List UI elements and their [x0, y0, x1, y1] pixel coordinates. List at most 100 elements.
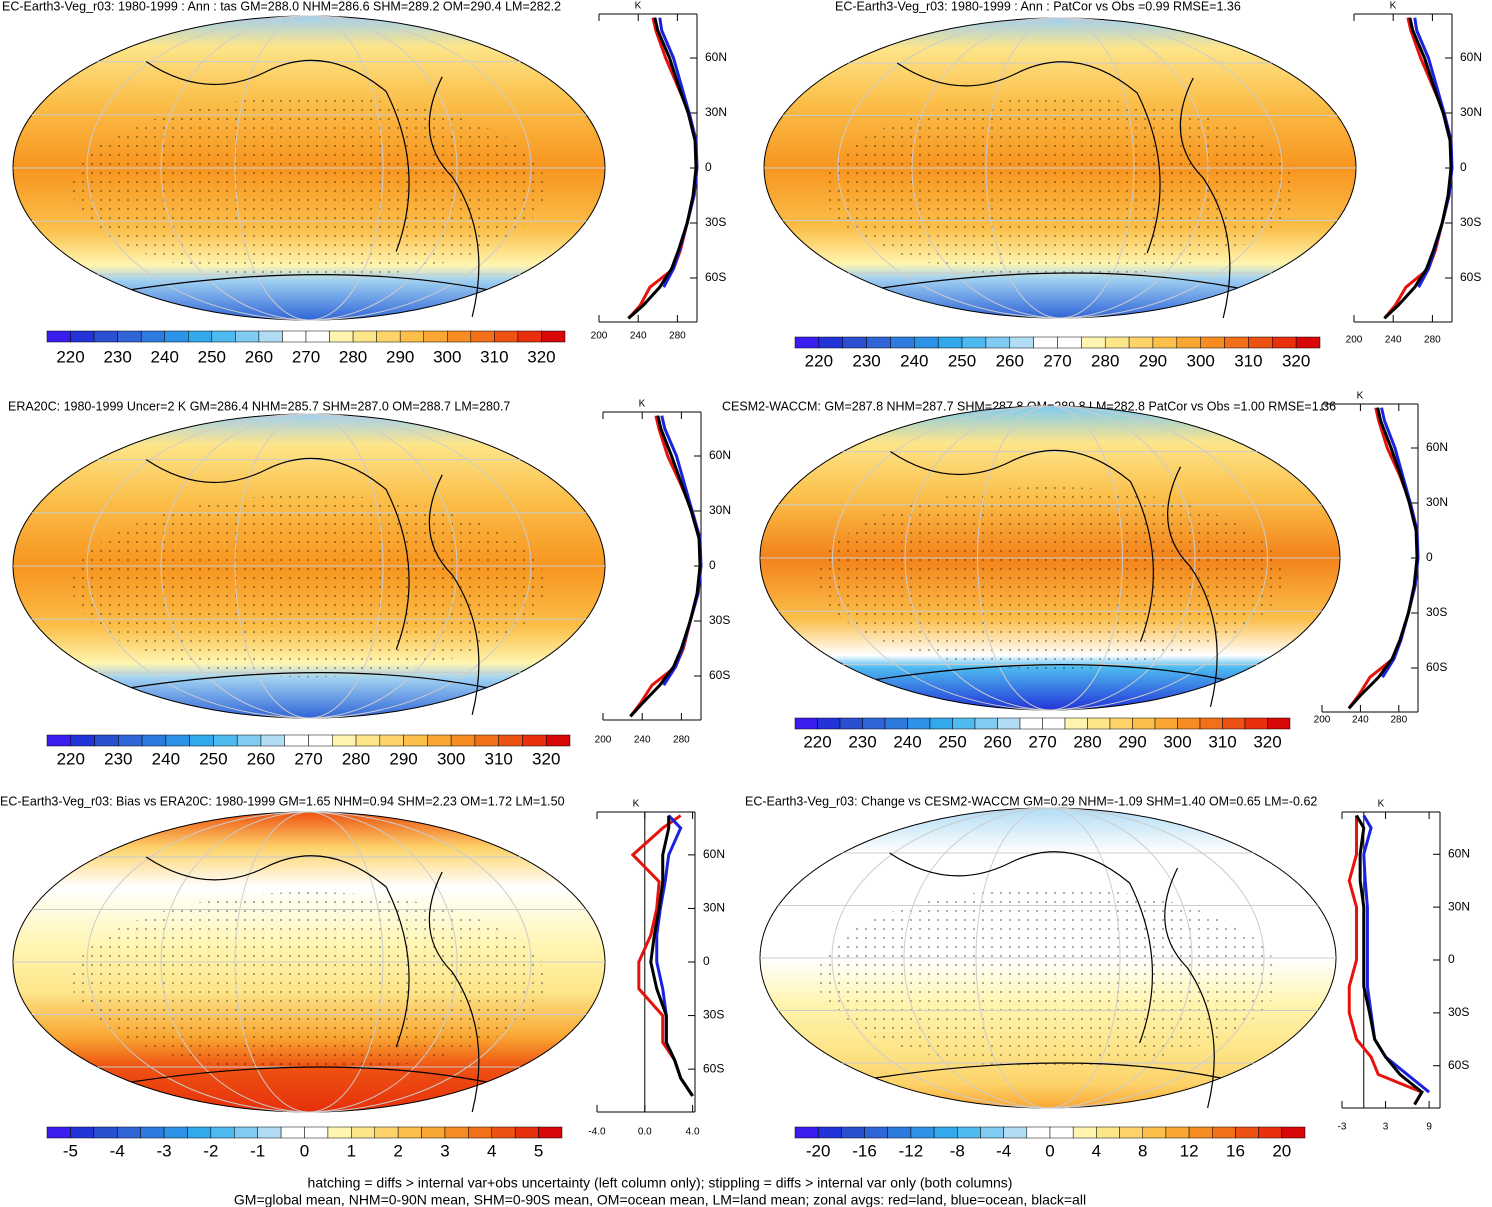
x-tick-label: 280 [1424, 335, 1441, 346]
x-tick-label: 280 [1390, 715, 1407, 726]
colorbar-box [304, 1126, 329, 1139]
unit-label: K [639, 399, 646, 410]
colorbar-box [980, 1126, 1004, 1139]
colorbar-box [355, 734, 381, 747]
x-tick-label: 4.0 [686, 1127, 700, 1138]
colorbar-box [308, 734, 333, 747]
colorbar-box [399, 330, 424, 343]
colorbar-box [1199, 717, 1223, 730]
colorbar-label: -1 [250, 1141, 265, 1160]
y-tick-label: 0 [1460, 160, 1467, 174]
colorbar-box [841, 1126, 865, 1139]
colorbar-box [1248, 336, 1273, 349]
zonal-mean-line [1383, 17, 1453, 320]
colorbar-box [1026, 1126, 1051, 1139]
colorbar-label: 270 [1043, 351, 1071, 370]
y-tick-label: 60N [1460, 50, 1482, 64]
colorbar-box [842, 336, 867, 349]
colorbar-box [351, 1126, 375, 1139]
colorbar-box [1042, 717, 1066, 730]
x-tick-label: 240 [634, 735, 651, 746]
colorbar-box [864, 1126, 888, 1139]
y-tick-label: 0 [1426, 550, 1433, 564]
colorbar-box [545, 734, 571, 747]
colorbar-box [1152, 336, 1178, 349]
colorbar-label: 3 [440, 1141, 449, 1160]
colorbar-box [817, 1126, 842, 1139]
colorbar-box [907, 717, 931, 730]
colorbar-box [862, 717, 886, 730]
colorbar-label: 220 [805, 351, 833, 370]
colorbar-box [1272, 336, 1297, 349]
colorbar-box [890, 336, 915, 349]
zonal-mean-line [629, 415, 702, 718]
y-tick-label: 60N [1426, 440, 1448, 454]
y-tick-label: 30N [1460, 105, 1482, 119]
y-tick-label: 60S [709, 668, 730, 682]
colorbar-label: 250 [199, 749, 227, 768]
colorbar-label: -5 [63, 1141, 78, 1160]
colorbar-label: 4 [1092, 1141, 1101, 1160]
zonal-mean-line [1362, 814, 1431, 1094]
colorbar-box [1081, 336, 1106, 349]
colorbar-label: 290 [389, 749, 417, 768]
colorbar-label: 220 [56, 347, 84, 366]
zonal-mean-line [627, 17, 698, 320]
colorbar-box [1212, 1126, 1236, 1139]
colorbar-box [94, 734, 119, 747]
colorbar-label: 300 [1163, 732, 1191, 751]
y-tick-label: 30S [1460, 215, 1481, 229]
x-tick-label: 280 [673, 735, 690, 746]
zonal-mean-line [1347, 815, 1425, 1106]
y-tick-label: 30S [1426, 605, 1447, 619]
colorbar-box [447, 330, 472, 343]
colorbar-box [140, 330, 165, 343]
colorbar-label: -16 [852, 1141, 877, 1160]
colorbar-box [887, 1126, 912, 1139]
colorbar-label: 280 [342, 749, 370, 768]
x-tick-label: 280 [669, 331, 686, 342]
colorbar-label: 230 [852, 351, 880, 370]
colorbar-box [163, 1126, 188, 1139]
colorbar-label: 220 [803, 732, 831, 751]
colorbar-box [538, 1126, 563, 1139]
colorbar-box [141, 734, 167, 747]
coastline [131, 855, 487, 1113]
colorbar-box [165, 734, 190, 747]
colorbar-box [491, 1126, 516, 1139]
colorbar-label: 240 [151, 347, 179, 366]
colorbar-label: 2 [393, 1141, 402, 1160]
colorbar-box [1109, 717, 1133, 730]
colorbar-box [839, 717, 863, 730]
colorbar-box [46, 734, 72, 747]
colorbar-box [1154, 717, 1178, 730]
colorbar-box [1244, 717, 1268, 730]
map-title: ERA20C: 1980-1999 Uncer=2 K GM=286.4 NHM… [8, 399, 510, 413]
colorbar-box [1057, 336, 1082, 349]
colorbar-label: 260 [247, 749, 275, 768]
colorbar-box [236, 734, 262, 747]
colorbar-box [1128, 336, 1154, 349]
y-tick-label: 30N [1448, 899, 1470, 913]
colorbar-box [914, 336, 939, 349]
colorbar-label: -3 [156, 1141, 171, 1160]
map-title: EC-Earth3-Veg_r03: Change vs CESM2-WACCM… [745, 794, 1317, 808]
y-tick-label: 60N [709, 448, 731, 462]
colorbar-label: 240 [900, 351, 928, 370]
colorbar-label: 310 [1234, 351, 1262, 370]
colorbar-box [1096, 1126, 1120, 1139]
colorbar-box [1072, 1126, 1097, 1139]
colorbar-box [374, 1126, 399, 1139]
x-tick-label: 9 [1426, 1122, 1432, 1133]
colorbar-box [474, 734, 499, 747]
colorbar-label: 16 [1226, 1141, 1245, 1160]
y-tick-label: 0 [705, 160, 712, 174]
colorbar-box [235, 330, 260, 343]
colorbar-box [522, 734, 547, 747]
y-tick-label: 60S [705, 270, 726, 284]
colorbar-label: 310 [1208, 732, 1236, 751]
colorbar-box [1049, 1126, 1074, 1139]
y-tick-label: 30S [709, 613, 730, 627]
colorbar-label: 300 [437, 749, 465, 768]
colorbar-box [332, 734, 357, 747]
